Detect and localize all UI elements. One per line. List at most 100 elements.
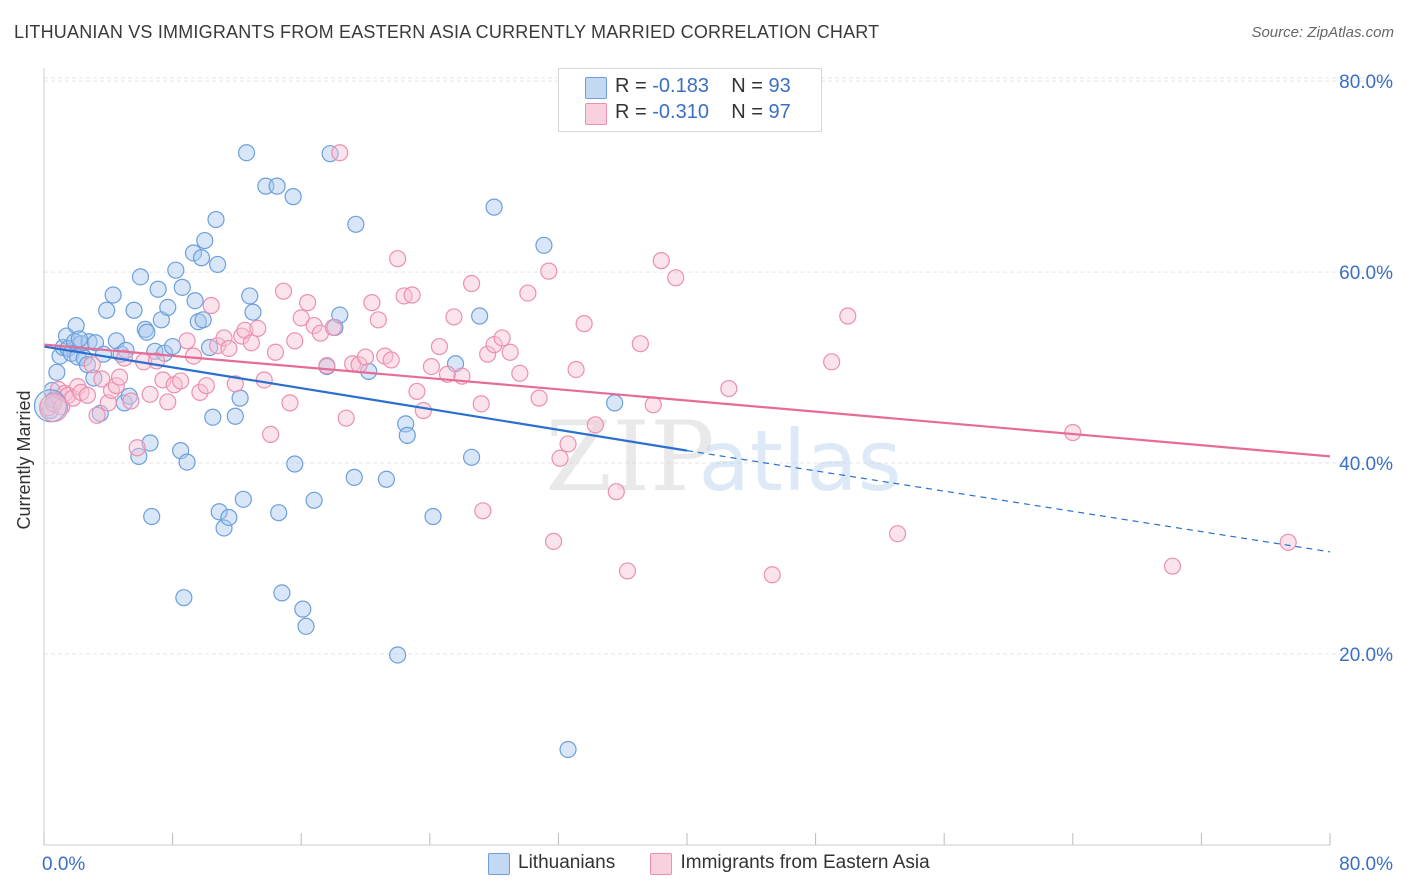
legend-label: Lithuanians	[518, 852, 616, 873]
legend-item-eastern-asia[interactable]: Immigrants from Eastern Asia	[650, 852, 930, 875]
point-lithuanian	[131, 268, 150, 286]
point-lithuanian	[244, 303, 262, 321]
point-eastern-asia	[363, 294, 381, 312]
point-lithuanian	[80, 333, 98, 351]
trend-line-eastern-asia	[43, 343, 1331, 458]
y-tick-label: 80.0%	[1339, 72, 1393, 93]
point-eastern-asia	[262, 425, 280, 444]
point-lithuanian	[167, 261, 185, 279]
point-lithuanian	[424, 507, 442, 526]
point-eastern-asia	[501, 343, 519, 361]
point-lithuanian	[125, 301, 143, 319]
point-eastern-asia	[141, 385, 159, 403]
legend-item-lithuanians[interactable]: Lithuanians	[488, 852, 616, 875]
point-lithuanian	[138, 323, 156, 341]
point-eastern-asia	[1279, 533, 1297, 551]
point-lithuanian	[231, 389, 249, 407]
point-eastern-asia	[839, 307, 857, 325]
point-lithuanian	[159, 298, 177, 317]
point-eastern-asia	[318, 357, 336, 375]
point-lithuanian	[268, 177, 286, 195]
point-eastern-asia	[159, 393, 177, 411]
point-lithuanian	[294, 600, 312, 618]
y-tick-label: 60.0%	[1339, 263, 1393, 284]
point-eastern-asia	[202, 296, 220, 315]
trend-line-lithuanians-extension	[686, 450, 1331, 553]
watermark-atlas: atlas	[699, 412, 902, 510]
point-lithuanian	[606, 394, 624, 412]
x-tick-label: 0.0%	[42, 854, 85, 875]
point-eastern-asia	[389, 250, 407, 268]
point-eastern-asia	[356, 348, 375, 366]
point-lithuanian	[67, 316, 85, 335]
point-eastern-asia	[575, 315, 593, 333]
point-lithuanian	[270, 504, 288, 522]
point-eastern-asia	[586, 416, 604, 434]
point-eastern-asia	[324, 318, 342, 337]
point-eastern-asia	[255, 371, 273, 389]
point-lithuanian	[207, 210, 225, 229]
legend-label: Immigrants from Eastern Asia	[680, 852, 930, 873]
point-lithuanian	[184, 244, 203, 262]
point-lithuanian	[98, 301, 116, 319]
trend-lines	[43, 343, 1331, 553]
y-tick-label: 20.0%	[1339, 645, 1393, 666]
watermark-zip: ZIP	[545, 401, 714, 513]
point-eastern-asia	[39, 393, 69, 423]
point-eastern-asia	[474, 502, 492, 520]
point-lithuanian	[48, 363, 66, 381]
r-value: -0.310	[652, 101, 709, 123]
point-lithuanian	[273, 584, 291, 602]
point-eastern-asia	[667, 269, 685, 287]
legend-swatch-blue	[488, 853, 510, 875]
point-eastern-asia	[274, 282, 293, 300]
point-lithuanian	[173, 278, 191, 296]
point-lithuanian	[136, 320, 154, 338]
point-eastern-asia	[93, 370, 111, 388]
point-eastern-asia	[226, 375, 244, 393]
n-label: N =	[731, 75, 763, 97]
source-label: Source: ZipAtlas.com	[1251, 24, 1394, 41]
point-lithuanian	[210, 503, 228, 521]
point-eastern-asia	[382, 351, 400, 369]
point-eastern-asia	[511, 364, 529, 382]
y-axis-label: Currently Married	[14, 390, 34, 530]
point-lithuanian	[347, 215, 365, 233]
n-value: 97	[768, 101, 791, 123]
point-eastern-asia	[720, 379, 738, 398]
point-lithuanian	[220, 508, 238, 527]
point-eastern-asia	[337, 409, 355, 427]
point-eastern-asia	[644, 396, 662, 414]
point-eastern-asia	[286, 332, 304, 350]
n-value: 93	[768, 75, 791, 97]
n-label: N =	[731, 101, 763, 123]
x-tick-label: 80.0%	[1339, 854, 1393, 875]
point-eastern-asia	[128, 439, 146, 457]
point-eastern-asia	[110, 368, 129, 386]
point-eastern-asia	[414, 401, 432, 420]
point-lithuanian	[130, 447, 148, 465]
point-eastern-asia	[823, 353, 841, 371]
point-eastern-asia	[403, 286, 421, 304]
point-eastern-asia	[172, 372, 190, 390]
point-eastern-asia	[559, 435, 577, 453]
point-eastern-asia	[1163, 557, 1182, 575]
chart-title: LITHUANIAN VS IMMIGRANTS FROM EASTERN AS…	[14, 22, 880, 42]
point-lithuanian	[345, 468, 363, 486]
point-lithuanian	[194, 311, 212, 329]
point-eastern-asia	[430, 337, 449, 356]
y-tick-label: 40.0%	[1339, 454, 1393, 475]
point-lithuanian	[485, 198, 503, 216]
point-eastern-asia	[472, 395, 490, 413]
point-eastern-asia	[215, 329, 233, 347]
axes	[43, 68, 1331, 846]
point-lithuanian	[297, 617, 315, 635]
point-eastern-asia	[83, 356, 101, 374]
point-lithuanian	[196, 231, 214, 250]
point-eastern-asia	[191, 383, 209, 401]
point-lithuanian	[226, 407, 244, 425]
point-eastern-asia	[331, 144, 349, 162]
point-lithuanian	[377, 470, 395, 488]
legend-swatch-pink	[650, 853, 673, 875]
